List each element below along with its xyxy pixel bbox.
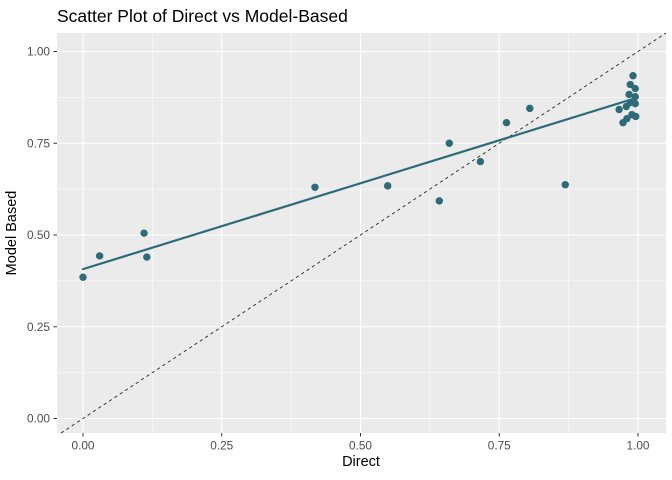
x-tick-label: 0.75 (488, 439, 511, 453)
x-tick-label: 0.25 (210, 439, 233, 453)
regression-line (81, 96, 640, 271)
gridlines-major (57, 33, 666, 433)
data-point (143, 253, 151, 261)
data-point (629, 72, 637, 80)
data-point (435, 197, 444, 205)
data-point (561, 181, 569, 189)
identity-line (60, 32, 667, 434)
data-points-group (79, 72, 640, 281)
data-point (526, 104, 534, 113)
x-tick-label: 0.00 (72, 439, 95, 453)
data-point (615, 105, 623, 114)
data-point (631, 84, 639, 93)
x-axis-title: Direct (342, 454, 380, 470)
data-point (631, 92, 639, 101)
gridlines-minor (57, 33, 666, 433)
data-point (502, 118, 511, 127)
regression-line-group (81, 96, 640, 271)
data-point (631, 99, 639, 108)
y-tick-label: 0.25 (27, 320, 50, 334)
data-point (623, 114, 631, 123)
data-point (626, 80, 634, 89)
data-point (383, 182, 392, 190)
y-tick-label: 0.75 (27, 136, 50, 150)
y-tick-label: 0.50 (27, 228, 50, 242)
axis-tick-marks (53, 51, 639, 437)
data-point (445, 139, 454, 147)
axis-tick-labels: 0.00 0.25 0.50 0.75 1.00 0.00 0.25 0.50 0.75 1.00 (27, 45, 650, 453)
y-axis-title: Model Based (4, 191, 20, 276)
plot-title: Scatter Plot of Direct vs Model-Based (57, 6, 348, 26)
data-point (311, 183, 319, 191)
data-point (95, 252, 104, 260)
data-point (476, 157, 485, 166)
data-point (140, 229, 148, 237)
y-tick-label: 0.00 (27, 411, 50, 425)
data-point (632, 112, 640, 121)
y-tick-label: 1.00 (27, 45, 50, 59)
data-point (79, 273, 87, 281)
data-point (625, 90, 633, 99)
identity-line-group (60, 32, 667, 434)
x-tick-label: 0.50 (349, 439, 372, 453)
x-tick-label: 1.00 (627, 439, 650, 453)
